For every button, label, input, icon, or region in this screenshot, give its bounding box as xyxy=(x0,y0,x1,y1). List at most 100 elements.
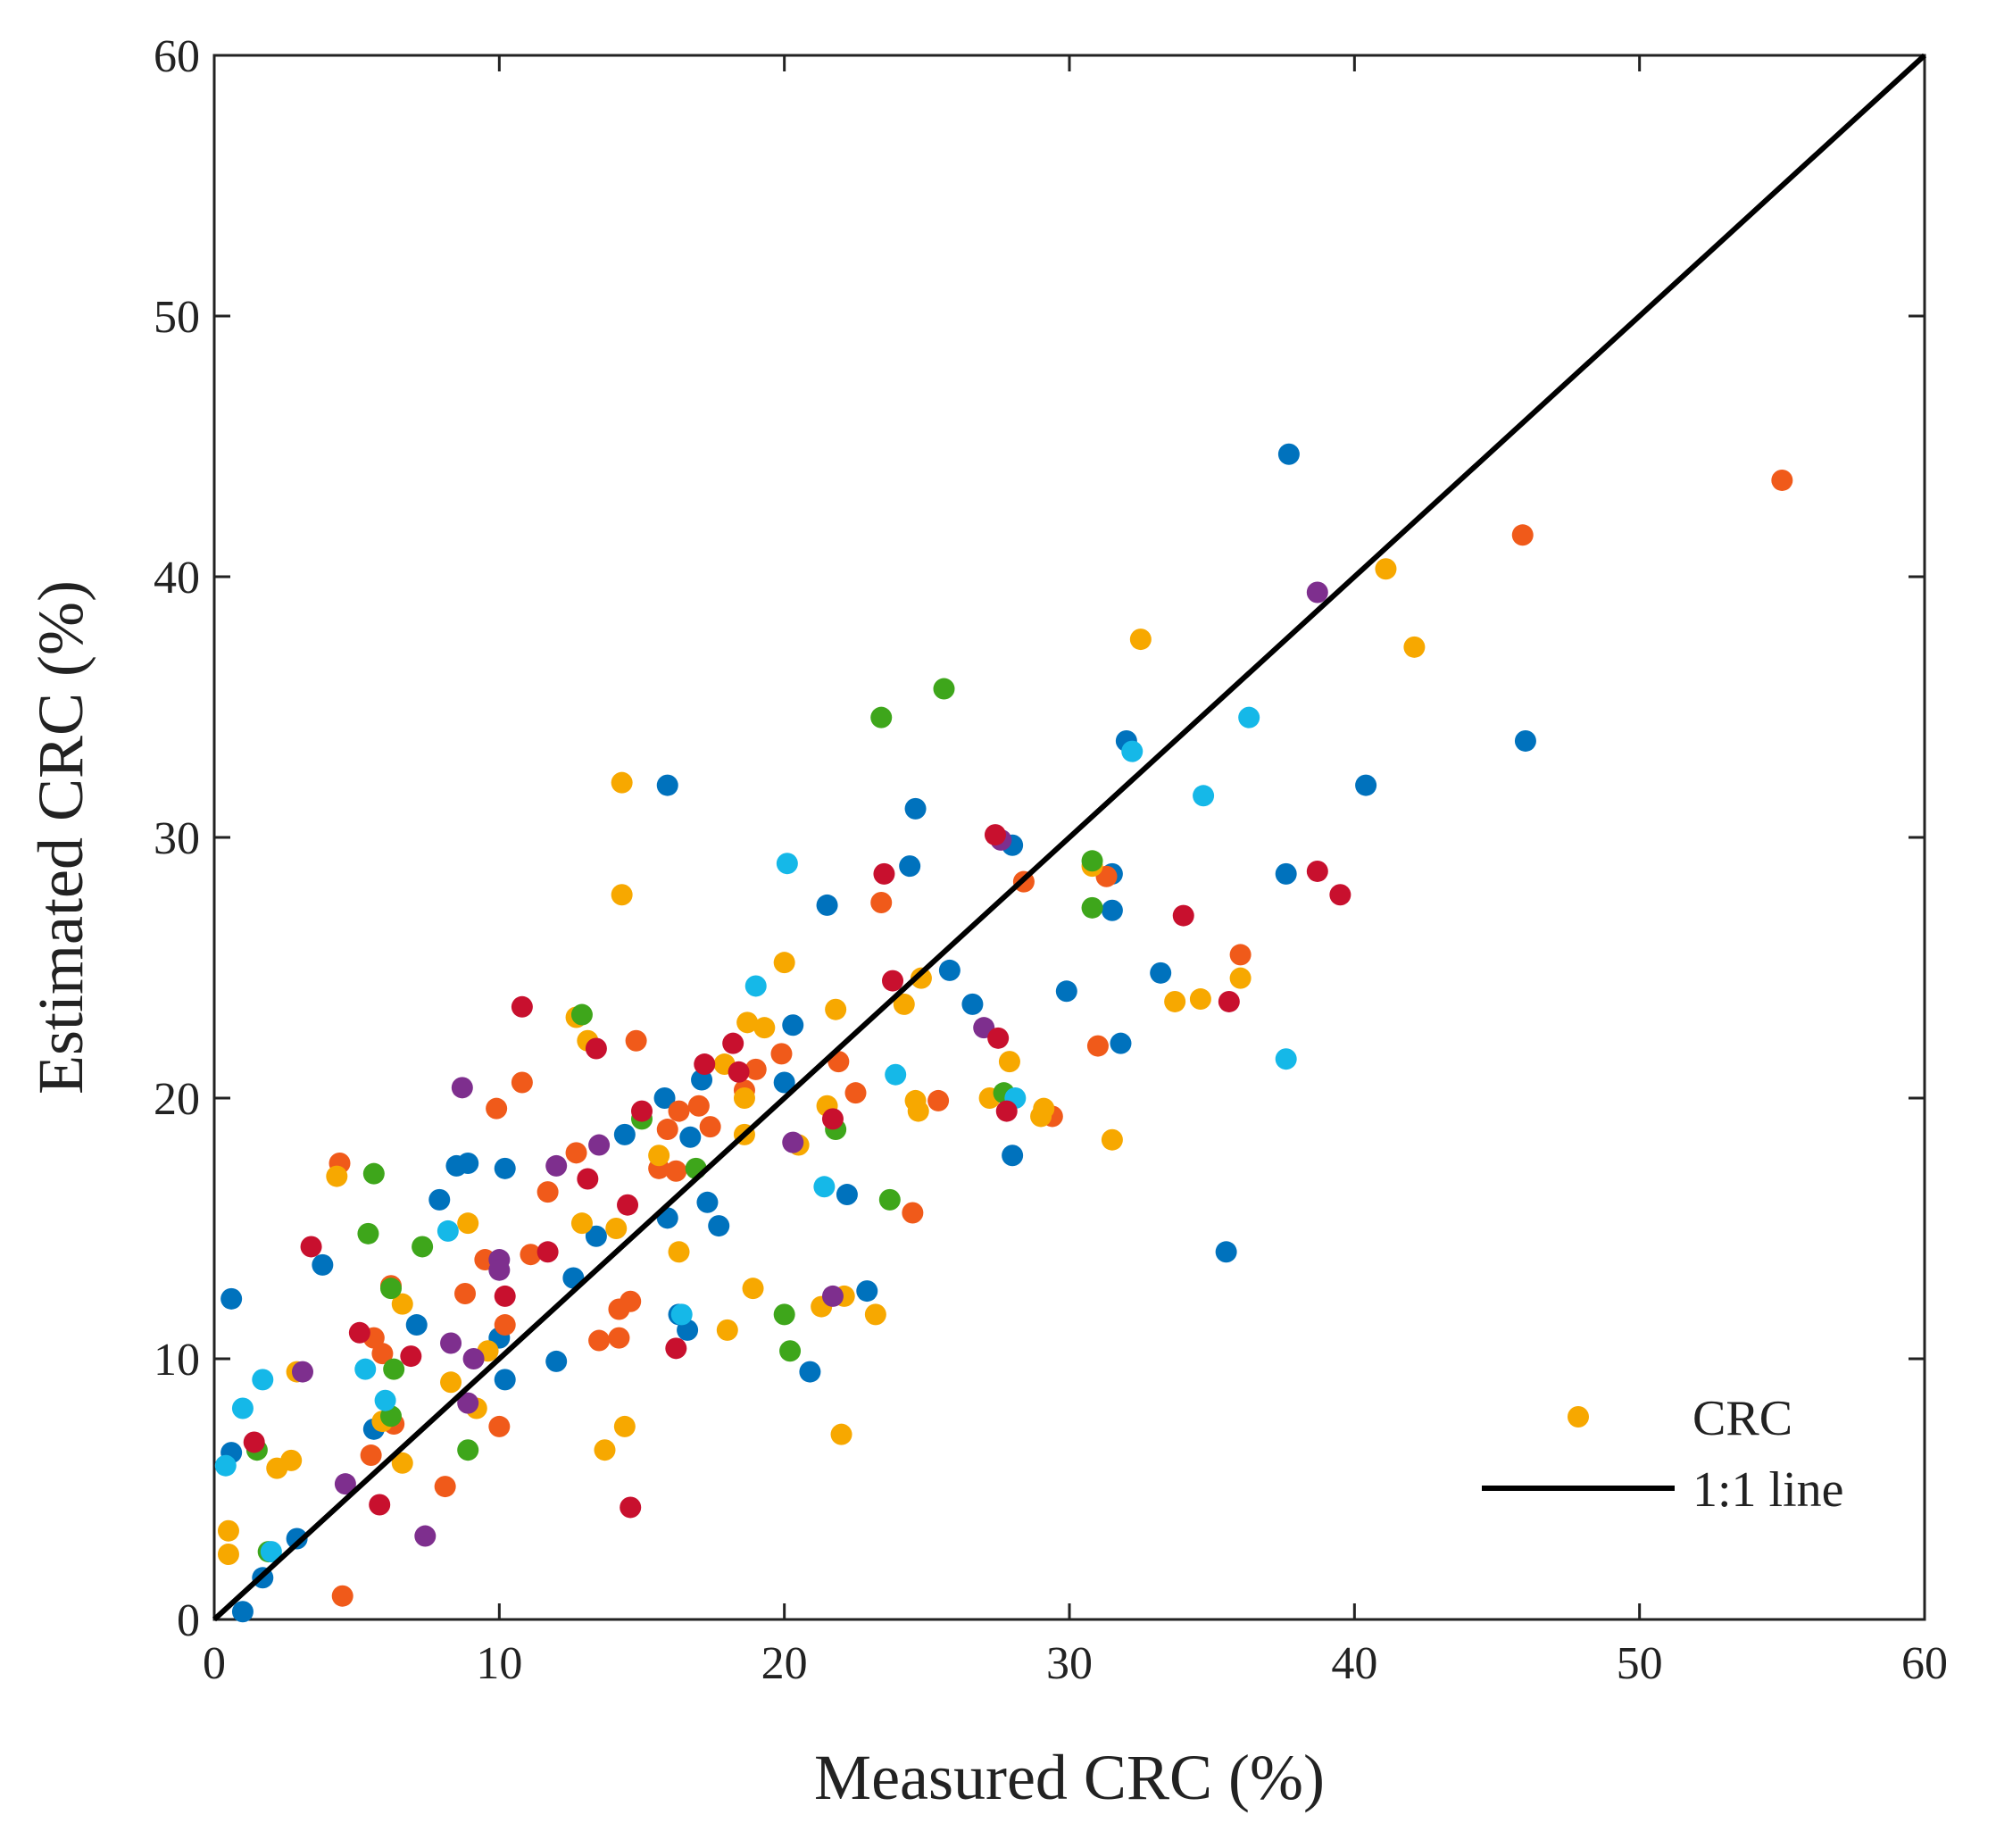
data-point xyxy=(1403,636,1426,658)
data-point xyxy=(412,1236,434,1258)
data-point xyxy=(326,1165,348,1187)
data-point xyxy=(511,995,533,1018)
data-point xyxy=(400,1345,422,1368)
data-point xyxy=(1121,740,1144,762)
data-point xyxy=(577,1168,599,1190)
data-point xyxy=(462,1348,485,1369)
data-point xyxy=(670,1303,693,1326)
data-point xyxy=(588,1134,611,1156)
data-point xyxy=(773,952,795,974)
data-point xyxy=(1172,904,1194,927)
data-point xyxy=(545,1154,568,1177)
data-point xyxy=(280,1449,303,1471)
legend-crc-label: CRC xyxy=(1692,1391,1792,1446)
data-point xyxy=(653,1087,676,1109)
x-tick-label: 0 xyxy=(203,1638,226,1689)
data-point xyxy=(728,1061,750,1083)
data-point xyxy=(434,1476,456,1498)
data-point xyxy=(1277,443,1300,465)
data-point xyxy=(620,1290,642,1312)
y-axis-ticks: 0 10 20 30 40 50 60 xyxy=(154,31,1925,1646)
data-point xyxy=(414,1525,437,1547)
x-tick-label: 60 xyxy=(1901,1638,1948,1689)
data-point xyxy=(585,1037,607,1060)
y-tick-label: 40 xyxy=(154,553,200,604)
data-point xyxy=(998,1051,1020,1073)
data-point xyxy=(357,1222,379,1244)
x-tick-label: 20 xyxy=(761,1638,808,1689)
data-point xyxy=(907,1100,929,1122)
data-point xyxy=(371,1343,394,1365)
data-point xyxy=(617,1194,639,1216)
data-point xyxy=(656,1119,678,1141)
data-point xyxy=(220,1287,243,1310)
data-point xyxy=(1101,1128,1123,1151)
data-point xyxy=(545,1350,568,1372)
data-point xyxy=(699,1116,721,1138)
legend-line-label: 1:1 line xyxy=(1692,1462,1844,1518)
data-point xyxy=(300,1236,322,1258)
data-point xyxy=(882,970,904,992)
legend-crc-marker xyxy=(1568,1406,1589,1428)
data-point xyxy=(570,1212,593,1235)
data-point xyxy=(744,1058,767,1080)
data-point xyxy=(348,1321,370,1344)
data-point xyxy=(383,1358,405,1380)
data-point xyxy=(938,959,961,981)
data-point xyxy=(1081,850,1103,872)
data-point xyxy=(594,1439,616,1461)
data-point xyxy=(520,1244,542,1266)
data-point xyxy=(933,678,955,700)
data-point xyxy=(753,1017,776,1039)
data-point xyxy=(374,1389,396,1411)
legend: CRC 1:1 line xyxy=(1482,1391,1844,1518)
data-point xyxy=(457,1392,479,1414)
x-tick-label: 50 xyxy=(1617,1638,1663,1689)
data-point xyxy=(773,1303,795,1326)
data-point xyxy=(252,1369,274,1391)
data-point xyxy=(696,1191,719,1213)
data-point xyxy=(799,1361,821,1383)
data-point xyxy=(608,1327,630,1349)
data-point xyxy=(708,1215,730,1237)
y-tick-label: 60 xyxy=(154,31,200,82)
data-point xyxy=(1055,980,1077,1003)
data-point xyxy=(334,1473,356,1495)
scatter-points xyxy=(214,443,1793,1623)
data-point xyxy=(893,993,915,1015)
data-point xyxy=(904,797,927,820)
data-point xyxy=(1164,990,1186,1012)
data-point xyxy=(231,1601,254,1623)
data-point xyxy=(825,998,847,1020)
data-point xyxy=(1514,729,1536,752)
data-point xyxy=(870,892,893,913)
data-point xyxy=(494,1157,516,1179)
data-point xyxy=(716,1319,738,1341)
data-point xyxy=(605,1218,628,1239)
data-point xyxy=(856,1280,878,1303)
data-point xyxy=(1101,899,1123,921)
data-point xyxy=(899,855,921,878)
y-tick-label: 0 xyxy=(177,1595,200,1646)
data-point xyxy=(1002,1145,1024,1167)
data-point xyxy=(494,1314,516,1336)
x-tick-label: 30 xyxy=(1046,1638,1093,1689)
data-point xyxy=(813,1176,836,1198)
data-point xyxy=(1306,581,1328,604)
data-point xyxy=(1238,706,1260,728)
data-point xyxy=(243,1431,265,1453)
data-point xyxy=(1081,896,1103,919)
data-point xyxy=(437,1220,459,1242)
x-tick-label: 10 xyxy=(476,1638,522,1689)
data-point xyxy=(1189,988,1211,1011)
data-point xyxy=(821,1285,844,1307)
data-point xyxy=(864,1303,886,1326)
data-point xyxy=(1215,1241,1237,1263)
data-point xyxy=(1193,785,1215,807)
data-point xyxy=(885,1063,907,1086)
data-point xyxy=(1771,469,1793,491)
x-tick-label: 40 xyxy=(1331,1638,1377,1689)
data-point xyxy=(440,1371,462,1394)
